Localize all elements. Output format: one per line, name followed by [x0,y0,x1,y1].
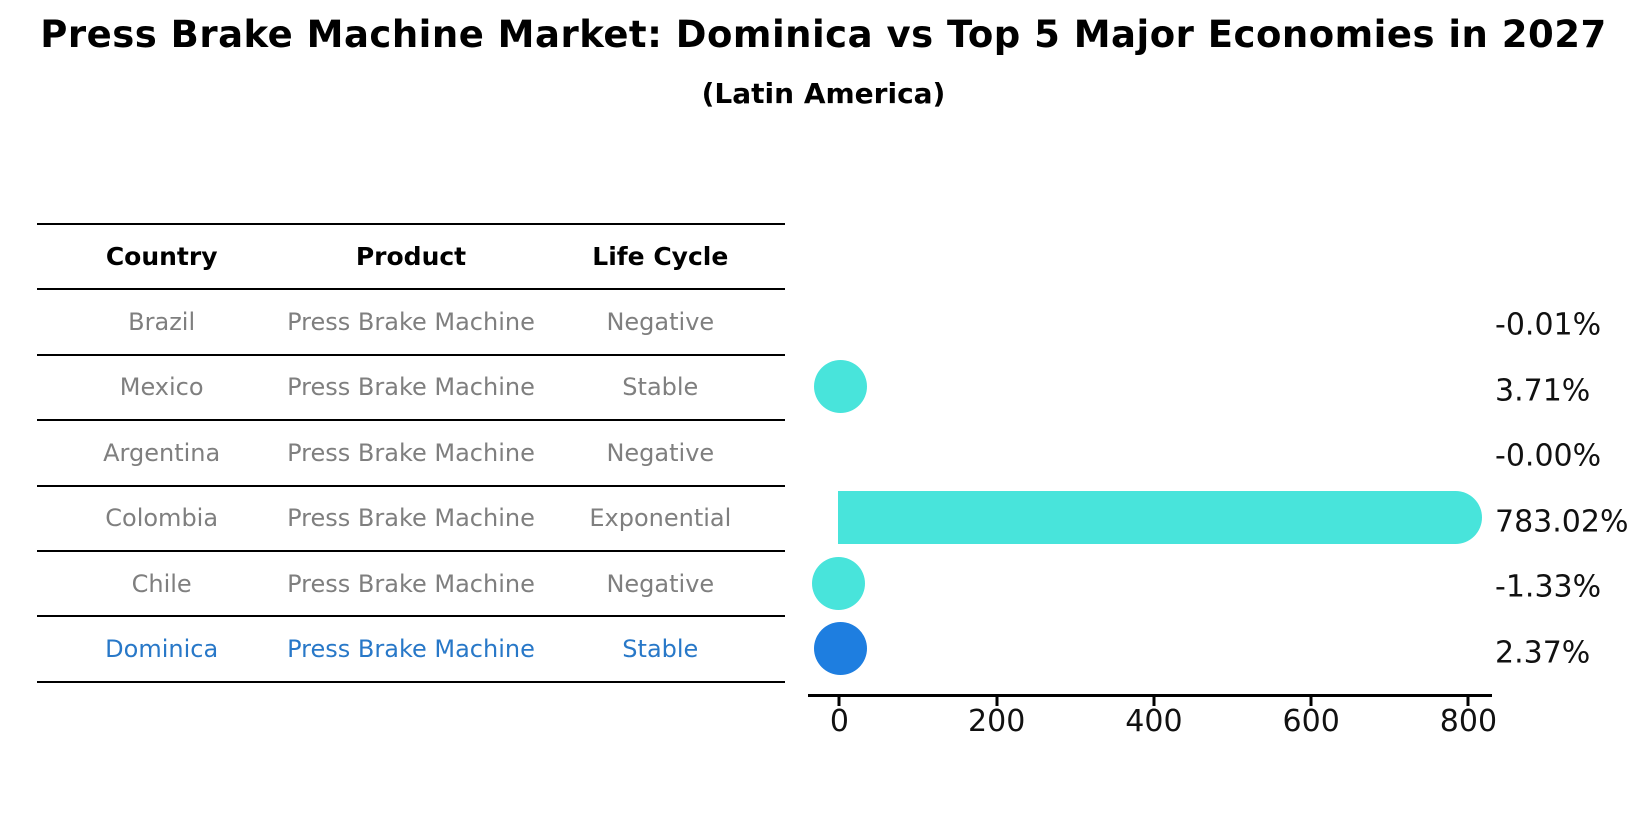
table-row: Colombia Press Brake Machine Exponential [37,484,785,550]
dominica-dot [813,622,867,676]
table-cell: Stable [622,635,699,664]
table-cell: Press Brake Machine [287,569,535,598]
table-cell: Press Brake Machine [287,308,535,337]
table-cell: Press Brake Machine [287,373,535,402]
x-axis-tick [1152,697,1156,706]
table-row: Chile Press Brake Machine Negative [37,549,785,615]
value-label: 3.71% [1495,373,1591,409]
chart-title: Press Brake Machine Market: Dominica vs … [40,13,1607,56]
value-label: -0.00% [1495,438,1602,474]
table-cell: Negative [606,438,715,467]
bar [838,491,1483,545]
table-cell: Colombia [105,504,219,533]
table-cell: Exponential [589,504,732,533]
table-cell: Brazil [128,308,196,337]
x-axis-tick-label: 400 [1125,704,1183,739]
table-cell: Press Brake Machine [287,635,535,664]
table-cell: Dominica [105,635,219,664]
table-header-row: Country Product Life Cycle [37,223,785,288]
value-label: 2.37% [1495,635,1591,671]
table-row: Mexico Press Brake Machine Stable [37,353,785,419]
x-axis-tick [995,697,999,706]
value-label: -0.01% [1495,307,1602,343]
x-axis-tick [837,697,841,706]
table-cell: Negative [606,569,715,598]
table-cell: Negative [606,308,715,337]
x-axis-tick-label: 0 [829,704,849,739]
bar-dot [812,556,866,610]
table-cell: Country [105,242,218,272]
table-cell: Argentina [103,438,221,467]
table-row: Brazil Press Brake Machine Negative [37,288,785,353]
x-axis-line [808,694,1492,697]
x-axis-tick [1309,697,1313,706]
x-axis-tick-label: 600 [1282,704,1340,739]
table-cell: Life Cycle [592,242,729,272]
value-label: -1.33% [1495,569,1602,605]
value-label: 783.02% [1495,504,1629,540]
table-cell: Mexico [119,373,204,402]
table-row: Argentina Press Brake Machine Negative [37,419,785,484]
table-cell: Press Brake Machine [287,438,535,467]
table-cell: Press Brake Machine [287,504,535,533]
bar-dot [814,360,868,414]
summary-table: Country Product Life Cycle Brazil Press Brak… [37,223,785,683]
table-cell: Stable [622,373,699,402]
x-axis-tick [1466,697,1470,706]
table-cell: Product [355,242,467,272]
x-axis-tick-label: 800 [1439,704,1498,739]
table-row: Dominica Press Brake Machine Stable [37,615,785,683]
x-axis-tick-label: 200 [968,704,1026,739]
chart-subtitle: (Latin America) [701,77,946,110]
table-cell: Chile [131,569,192,598]
